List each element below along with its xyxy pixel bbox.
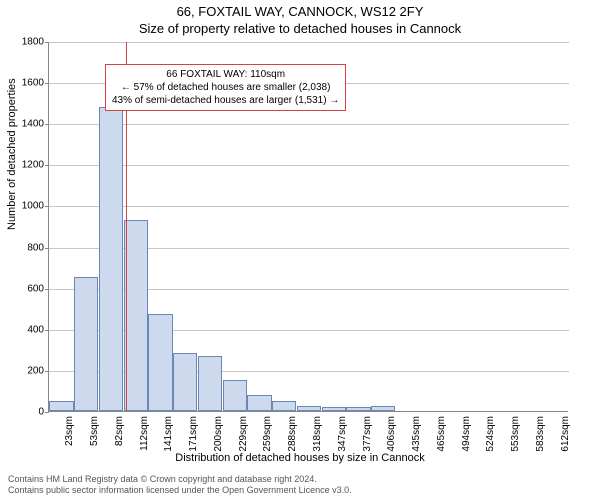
xtick-label: 465sqm <box>436 416 447 452</box>
xtick-label: 82sqm <box>114 416 125 446</box>
ytick-label: 600 <box>4 283 44 294</box>
gridline <box>49 42 569 43</box>
xtick-label: 583sqm <box>535 416 546 452</box>
annotation-line3: 43% of semi-detached houses are larger (… <box>112 94 339 107</box>
ytick-mark <box>45 289 49 290</box>
histogram-bar <box>247 395 271 411</box>
histogram-bar <box>124 220 148 411</box>
title-address: 66, FOXTAIL WAY, CANNOCK, WS12 2FY <box>0 4 600 19</box>
ytick-mark <box>45 330 49 331</box>
xtick-label: 288sqm <box>287 416 298 452</box>
histogram-bar <box>272 401 296 411</box>
ytick-label: 1000 <box>4 201 44 212</box>
title-subtitle: Size of property relative to detached ho… <box>0 21 600 36</box>
gridline <box>49 206 569 207</box>
x-axis-label: Distribution of detached houses by size … <box>0 452 600 464</box>
histogram-bar <box>223 380 247 411</box>
histogram-bar <box>371 406 395 411</box>
ytick-label: 0 <box>4 407 44 418</box>
histogram-bar <box>297 406 321 411</box>
ytick-label: 1400 <box>4 119 44 130</box>
histogram-bar <box>74 277 98 411</box>
ytick-label: 800 <box>4 242 44 253</box>
ytick-mark <box>45 83 49 84</box>
ytick-mark <box>45 42 49 43</box>
xtick-label: 141sqm <box>163 416 174 452</box>
footer-attribution: Contains HM Land Registry data © Crown c… <box>8 474 352 497</box>
annotation-line2: ← 57% of detached houses are smaller (2,… <box>112 81 339 94</box>
histogram-bar <box>346 407 370 411</box>
chart-area: 02004006008001000120014001600180023sqm53… <box>48 42 568 412</box>
ytick-label: 200 <box>4 365 44 376</box>
xtick-label: 23sqm <box>64 416 75 446</box>
ytick-mark <box>45 165 49 166</box>
plot-area: 02004006008001000120014001600180023sqm53… <box>48 42 568 412</box>
ytick-mark <box>45 124 49 125</box>
ytick-label: 1200 <box>4 160 44 171</box>
histogram-bar <box>322 407 346 411</box>
ytick-label: 1600 <box>4 78 44 89</box>
xtick-label: 406sqm <box>386 416 397 452</box>
xtick-label: 612sqm <box>560 416 571 452</box>
gridline <box>49 165 569 166</box>
histogram-bar <box>49 401 73 411</box>
xtick-label: 494sqm <box>461 416 472 452</box>
xtick-label: 200sqm <box>213 416 224 452</box>
ytick-label: 1800 <box>4 37 44 48</box>
gridline <box>49 124 569 125</box>
annotation-line1: 66 FOXTAIL WAY: 110sqm <box>112 68 339 81</box>
xtick-label: 377sqm <box>362 416 373 452</box>
ytick-label: 400 <box>4 324 44 335</box>
chart-title-block: 66, FOXTAIL WAY, CANNOCK, WS12 2FY Size … <box>0 0 600 36</box>
xtick-label: 435sqm <box>411 416 422 452</box>
histogram-bar <box>148 314 172 411</box>
footer-line1: Contains HM Land Registry data © Crown c… <box>8 474 352 485</box>
ytick-mark <box>45 371 49 372</box>
histogram-bar <box>173 353 197 411</box>
ytick-mark <box>45 206 49 207</box>
annotation-box: 66 FOXTAIL WAY: 110sqm← 57% of detached … <box>105 64 346 111</box>
xtick-label: 524sqm <box>485 416 496 452</box>
xtick-label: 112sqm <box>139 416 150 451</box>
xtick-label: 347sqm <box>337 416 348 452</box>
xtick-label: 53sqm <box>89 416 100 446</box>
ytick-mark <box>45 248 49 249</box>
xtick-label: 259sqm <box>262 416 273 452</box>
ytick-mark <box>45 412 49 413</box>
xtick-label: 229sqm <box>238 416 249 452</box>
footer-line2: Contains public sector information licen… <box>8 485 352 496</box>
histogram-bar <box>99 107 123 411</box>
xtick-label: 553sqm <box>510 416 521 452</box>
xtick-label: 318sqm <box>312 416 323 452</box>
xtick-label: 171sqm <box>188 416 199 452</box>
histogram-bar <box>198 356 222 412</box>
